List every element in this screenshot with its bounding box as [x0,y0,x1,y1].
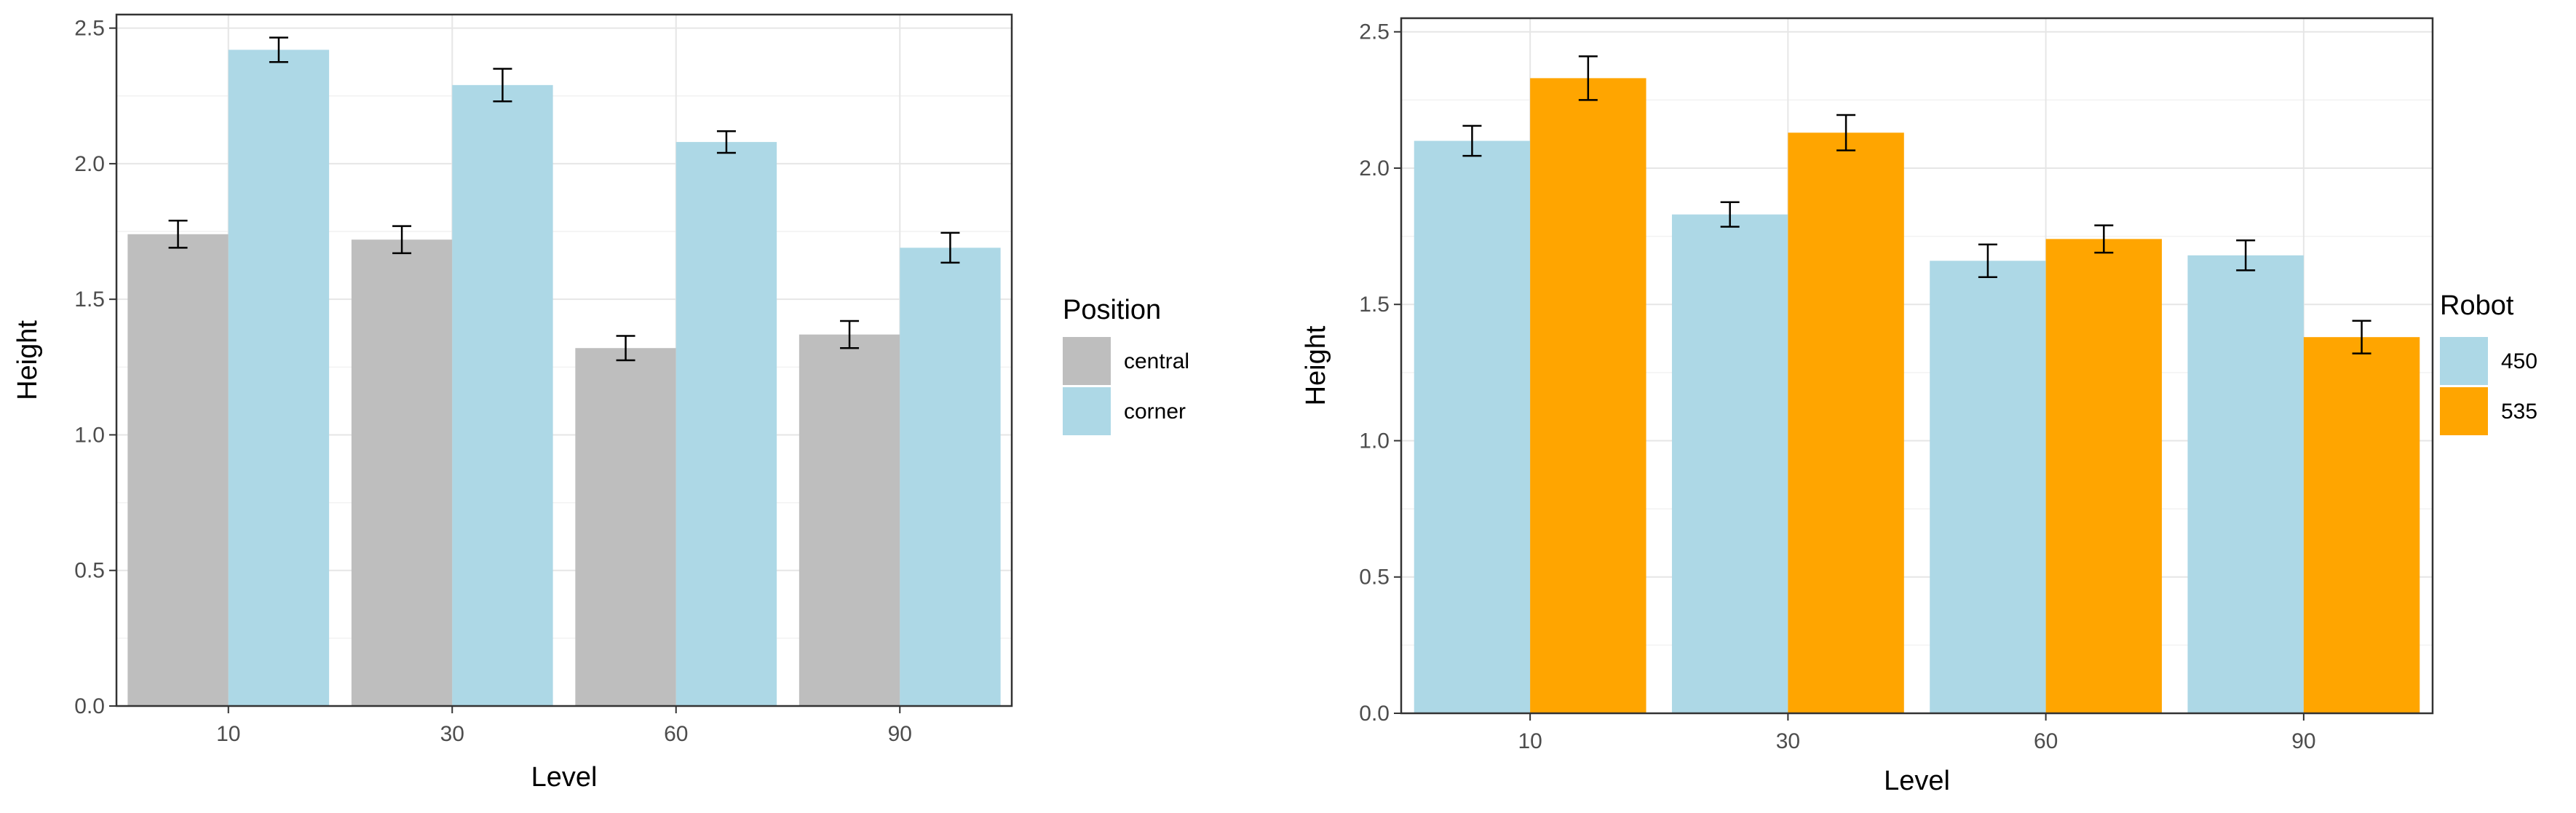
plot-border [115,13,1013,707]
bar-535-30 [1788,132,1904,713]
x-axis-title: Level [531,762,598,793]
legend-label-central: central [1124,349,1189,373]
bar-535-10 [1530,78,1646,714]
y-axis-title: Height [1301,325,1331,405]
error-bar-central-10 [168,219,188,249]
bar-corner-60 [675,142,777,707]
bar-central-90 [798,334,900,706]
legend-key-450 [2440,337,2488,385]
y-axis-title: Height [12,320,43,400]
y-tick-label: 0.5 [1359,566,1390,590]
bar-535-90 [2303,337,2420,713]
legend: Robot 450 535 [2440,290,2537,435]
bar-central-30 [351,239,453,706]
y-tick-label: 0.0 [1359,702,1390,726]
legend-title: Position [1063,295,1161,325]
x-tick-label: 10 [216,722,240,746]
y-tick-label: 0.5 [74,559,105,583]
y-tick-label: 1.0 [1359,429,1390,453]
legend-title: Robot [2440,290,2514,321]
y-tick-label: 1.5 [74,287,105,312]
x-tick-label: 30 [440,722,464,746]
bar-450-60 [1930,261,2046,713]
x-tick-label: 60 [2034,729,2058,753]
error-bar-central-90 [840,320,860,349]
chart-panel-2: 0.0 0.5 1.0 1.5 2.0 2.5 10 30 60 90 Level Height Rob… [1301,17,2537,796]
chart-panel-1: 0.0 0.5 1.0 1.5 2.0 2.5 10 30 60 90 Level Height Pos… [12,13,1189,793]
legend-key-corner [1063,387,1111,435]
error-bar-corner-90 [940,231,960,264]
x-tick-label: 60 [664,722,688,746]
bar-central-60 [575,348,676,706]
y-tick-label: 1.0 [74,423,105,447]
x-tick-label: 30 [1776,729,1800,753]
plot-border [1400,17,2434,715]
bar-450-30 [1671,214,1788,713]
error-bar-corner-60 [716,130,736,154]
bar-corner-90 [900,247,1001,706]
error-bar-450-10 [1462,124,1482,157]
error-bar-535-30 [1836,114,1856,151]
y-tick-label: 1.5 [1359,293,1390,317]
legend-key-535 [2440,387,2488,435]
error-bar-450-30 [1720,201,1740,228]
error-bar-corner-10 [269,36,288,63]
bar-450-10 [1414,140,1531,713]
x-axis-title: Level [1884,766,1950,796]
bar-535-60 [2045,239,2163,714]
error-bar-central-60 [616,335,635,362]
error-bar-450-60 [1978,243,1997,279]
error-bar-corner-30 [493,68,512,103]
y-tick-label: 2.5 [74,17,105,41]
bar-central-10 [127,234,229,706]
y-tick-label: 0.0 [74,694,105,718]
legend-label-450: 450 [2501,349,2537,373]
error-bar-535-60 [2094,224,2114,254]
error-bar-535-90 [2352,320,2371,354]
error-bar-535-10 [1578,55,1598,101]
error-bar-450-90 [2236,239,2256,271]
x-tick-label: 10 [1518,729,1542,753]
error-bar-central-30 [392,225,412,255]
legend-key-central [1063,337,1111,385]
x-tick-label: 90 [2291,729,2315,753]
x-tick-label: 90 [888,722,912,746]
y-tick-label: 2.5 [1359,20,1390,44]
bar-corner-10 [228,49,330,706]
legend-label-535: 535 [2501,400,2537,424]
y-tick-label: 2.0 [74,152,105,176]
y-tick-label: 2.0 [1359,156,1390,181]
bar-corner-30 [452,84,553,707]
legend-label-corner: corner [1124,400,1186,424]
legend: Position central corner [1063,295,1189,435]
bar-450-90 [2187,255,2304,714]
